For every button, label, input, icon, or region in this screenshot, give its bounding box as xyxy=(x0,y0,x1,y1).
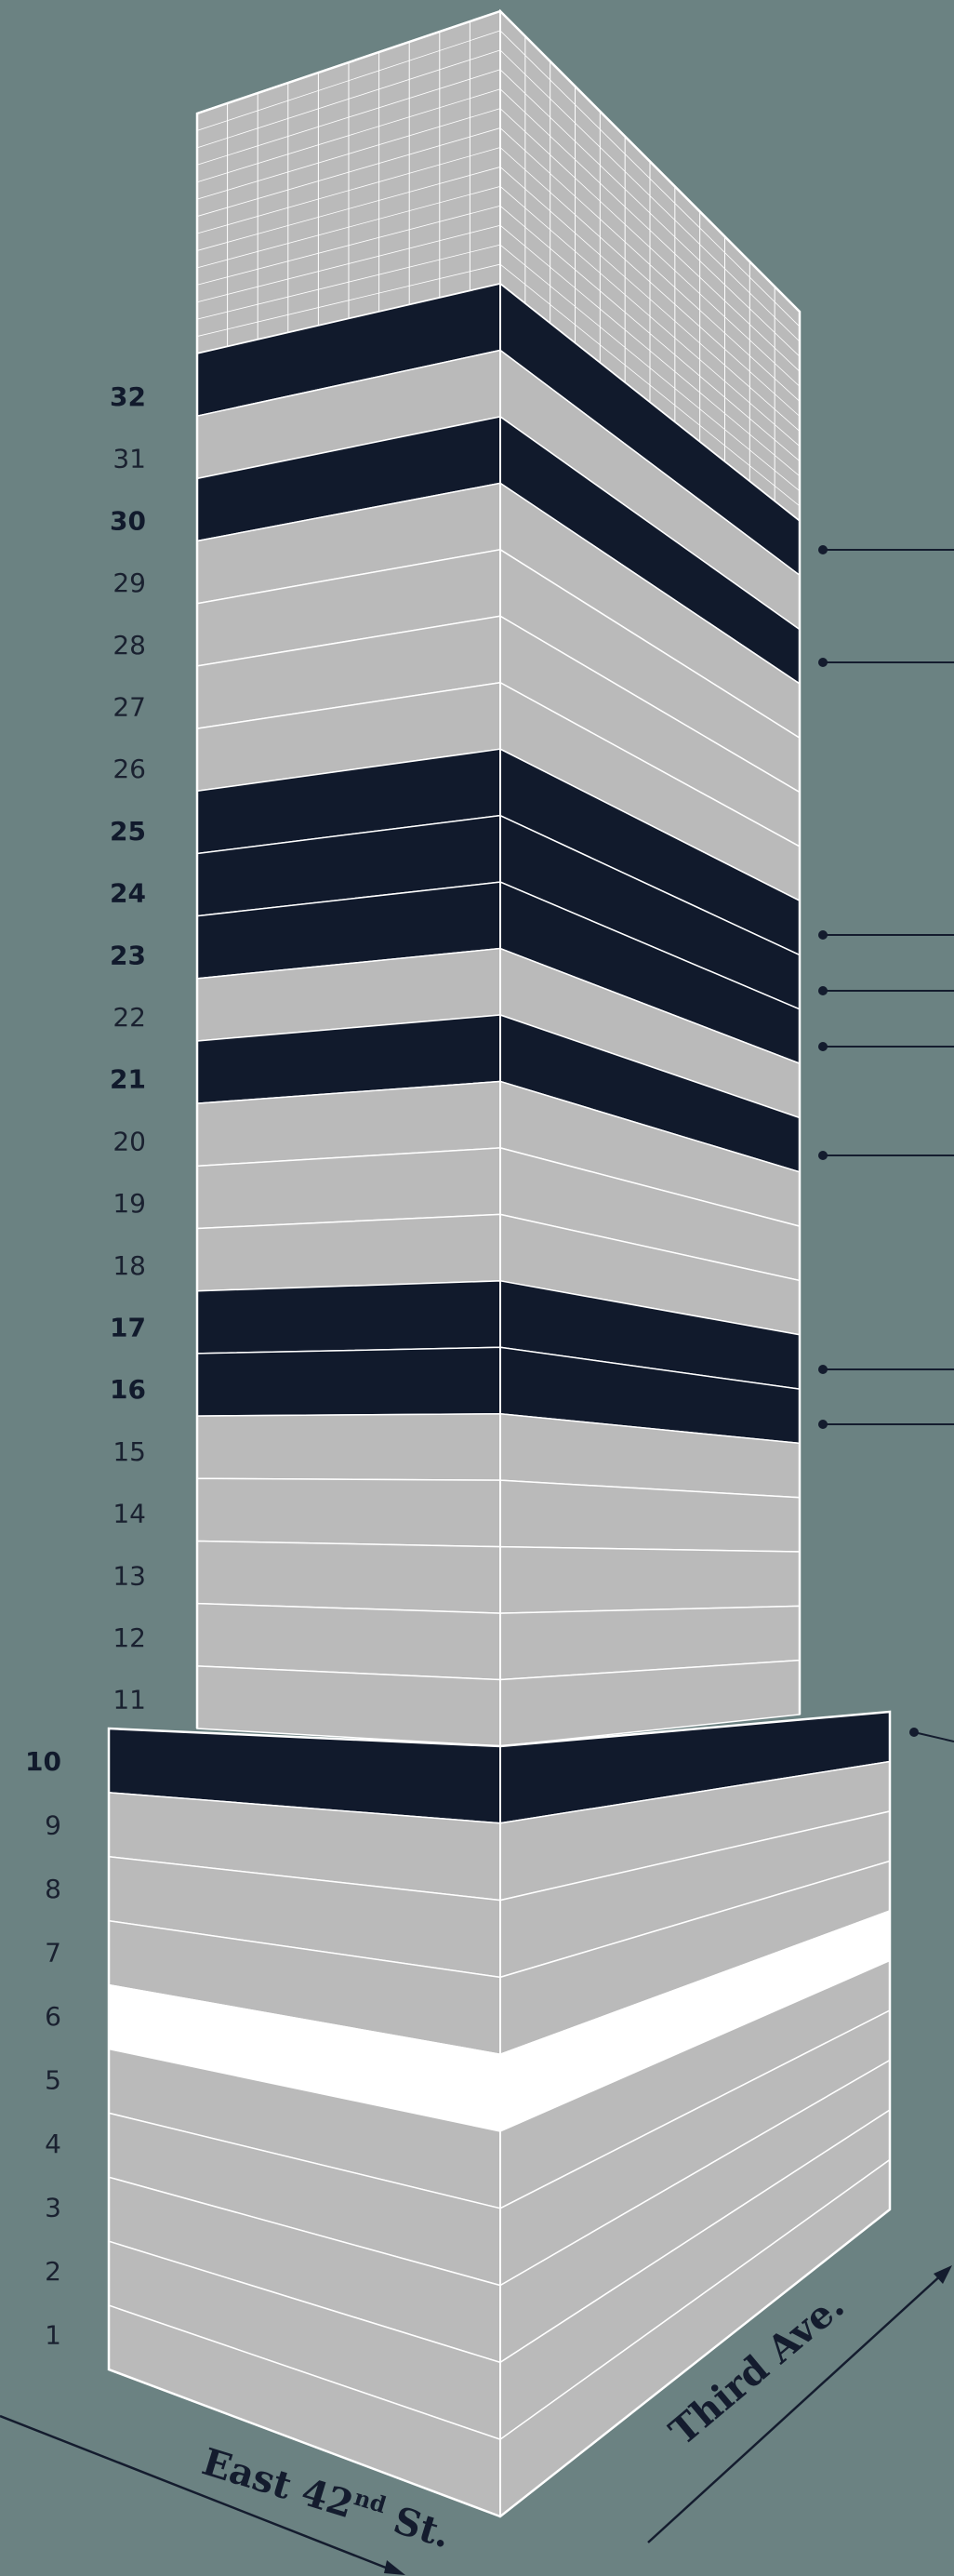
floor-label-18: 18 xyxy=(113,1250,146,1281)
crown-grid-line xyxy=(196,49,501,149)
floor-label-2: 2 xyxy=(45,2256,61,2287)
floor-18-front xyxy=(196,1213,501,1292)
floor-label-27: 27 xyxy=(113,692,146,723)
floor-label-29: 29 xyxy=(113,567,146,598)
crown-grid-line xyxy=(196,30,501,131)
arrow-third-ave xyxy=(647,2272,945,2543)
crown-grid-line xyxy=(196,244,501,320)
crown-grid-line xyxy=(499,205,801,462)
floor-label-24: 24 xyxy=(110,878,146,909)
arrowhead-east-42nd xyxy=(384,2560,405,2575)
floor-label-14: 14 xyxy=(113,1499,146,1529)
floor-label-28: 28 xyxy=(113,630,146,661)
floor-label-5: 5 xyxy=(45,2065,61,2096)
building-crown xyxy=(196,8,801,524)
crown-grid-line xyxy=(196,108,501,200)
floor-label-17: 17 xyxy=(110,1313,146,1343)
floor-13-front xyxy=(196,1540,501,1614)
crown-grid-line xyxy=(196,224,501,303)
floor-13-side xyxy=(499,1545,801,1614)
floor-label-7: 7 xyxy=(45,1938,61,1969)
floor-14-front xyxy=(196,1477,501,1548)
floor-16-front xyxy=(196,1346,501,1417)
floor-label-6: 6 xyxy=(45,2001,61,2032)
crown-grid-line xyxy=(196,69,501,166)
callout-lines xyxy=(818,545,954,1742)
street-arrows xyxy=(0,2265,952,2575)
floor-label-30: 30 xyxy=(110,505,146,536)
floor-label-20: 20 xyxy=(113,1126,146,1156)
crown-grid-line xyxy=(499,127,801,402)
floor-label-15: 15 xyxy=(113,1436,146,1467)
crown-grid-line xyxy=(499,167,801,432)
podium-floors xyxy=(108,1711,891,2518)
floor-label-8: 8 xyxy=(45,1874,61,1904)
floor-label-32: 32 xyxy=(110,381,146,412)
crown-grid-line xyxy=(196,185,501,269)
floor-label-1: 1 xyxy=(45,2320,61,2351)
floor-label-31: 31 xyxy=(113,444,146,474)
arrow-east-42nd xyxy=(0,2414,396,2573)
crown-grid-line xyxy=(499,186,801,447)
crown-grid-line xyxy=(499,224,801,477)
crown-grid-line xyxy=(499,30,801,327)
crown-grid-line xyxy=(499,69,801,357)
crown-grid-line xyxy=(499,263,801,507)
crown-grid-line xyxy=(196,167,501,251)
floor-label-23: 23 xyxy=(110,940,146,970)
floor-label-12: 12 xyxy=(113,1622,146,1653)
crown-grid-line xyxy=(499,88,801,372)
floor-label-3: 3 xyxy=(45,2193,61,2223)
crown-grid-line xyxy=(196,205,501,286)
floor-label-13: 13 xyxy=(113,1560,146,1591)
floor-label-21: 21 xyxy=(110,1064,146,1095)
crown-grid-line xyxy=(196,127,501,217)
floor-label-4: 4 xyxy=(45,2129,61,2159)
floor-label-25: 25 xyxy=(110,816,146,847)
crown-grid-line xyxy=(499,108,801,387)
floor-label-22: 22 xyxy=(113,1002,146,1033)
crown-grid-line xyxy=(196,147,501,234)
crown-grid-line xyxy=(196,263,501,337)
building-outline xyxy=(107,9,892,2518)
floor-label-9: 9 xyxy=(45,1810,61,1841)
floor-label-19: 19 xyxy=(113,1188,146,1219)
crown-grid-line xyxy=(499,147,801,417)
callout-line xyxy=(913,1731,954,1742)
tower-floors xyxy=(196,282,801,1747)
floor-labels: 3231302928272625242322212019181716151413… xyxy=(25,381,146,2351)
floor-15-front xyxy=(196,1412,501,1481)
floor-label-26: 26 xyxy=(113,754,146,784)
floor-label-10: 10 xyxy=(25,1746,61,1777)
floor-17-front xyxy=(196,1280,501,1355)
crown-grid-line xyxy=(499,49,801,342)
floor-label-16: 16 xyxy=(110,1374,146,1405)
floor-label-11: 11 xyxy=(113,1685,146,1715)
arrowhead-third-ave xyxy=(934,2265,952,2284)
crown-grid-line xyxy=(196,88,501,183)
crown-grid-line xyxy=(499,244,801,492)
